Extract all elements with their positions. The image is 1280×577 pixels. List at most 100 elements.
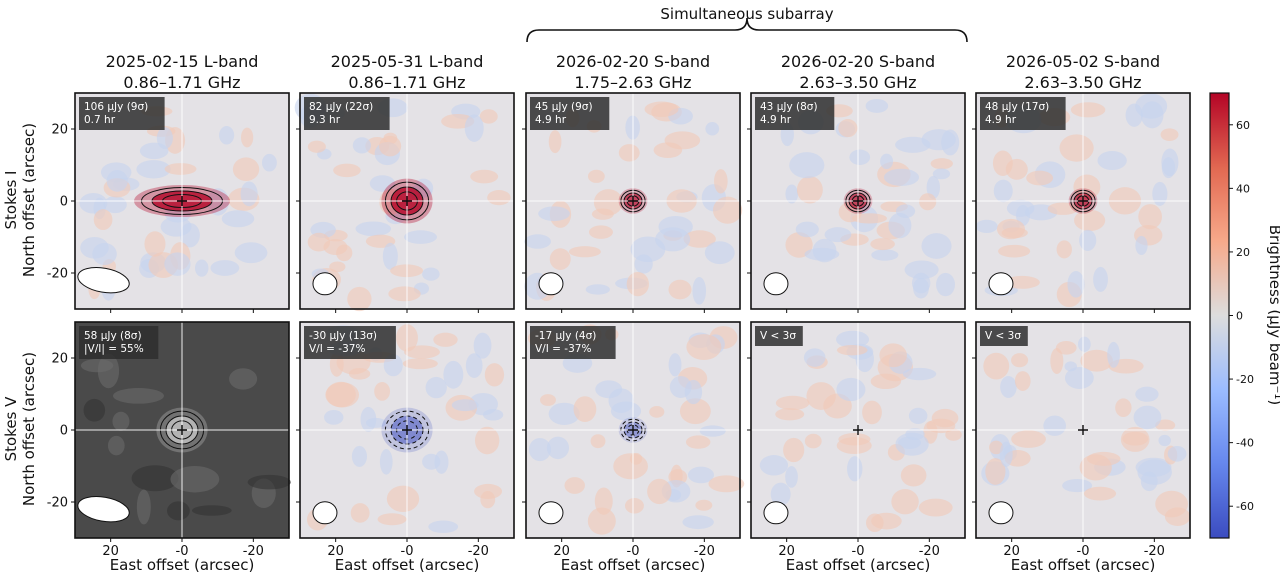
colorbar-tick-label: 40 [1236, 182, 1250, 195]
column-title-freq: 2.63–3.50 GHz [799, 73, 916, 92]
noise-blob [975, 219, 998, 233]
noise-blob [926, 175, 940, 199]
noise-blob [425, 376, 447, 399]
noise-blob [838, 432, 871, 446]
noise-blob [649, 405, 665, 418]
beam-ellipse [312, 272, 338, 296]
noise-blob [996, 218, 1025, 240]
noise-blob [704, 241, 735, 265]
noise-blob [564, 477, 585, 494]
noise-blob [918, 498, 953, 517]
noise-blob [1152, 181, 1168, 206]
beam-ellipse [763, 501, 789, 525]
source-marker [402, 196, 412, 206]
beam-ellipse [538, 501, 564, 525]
noise-blob [136, 489, 151, 525]
noise-blob [587, 169, 605, 183]
noise-blob [382, 242, 398, 270]
noise-blob [307, 232, 331, 252]
x-tick-label: -20 [243, 544, 264, 559]
noise-blob [422, 453, 441, 470]
annotation-flux: 43 μJy (8σ) [760, 101, 818, 113]
noise-blob [1014, 371, 1031, 391]
noise-blob [708, 475, 745, 493]
noise-blob [634, 254, 653, 274]
annotation-flux: V < 3σ [985, 330, 1021, 342]
noise-blob [113, 388, 164, 404]
column-title-4: 2026-02-20 S-band 2.63–3.50 GHz [781, 52, 935, 92]
noise-blob [388, 286, 421, 302]
noise-blob [1070, 102, 1106, 118]
y-tick-label: 0 [60, 424, 68, 439]
noise-blob [594, 487, 613, 515]
noise-blob [905, 428, 925, 441]
colorbar-tick-label: -20 [1236, 373, 1254, 386]
noise-blob [993, 179, 1013, 203]
noise-blob [229, 368, 258, 390]
beam-ellipse [988, 501, 1014, 525]
noise-blob [900, 464, 927, 487]
noise-blob [107, 435, 125, 456]
noise-blob [1115, 398, 1132, 418]
panel-r1-c3: 45 μJy (9σ)4.9 hr [522, 92, 743, 313]
noise-blob [1140, 101, 1164, 129]
noise-blob [1138, 204, 1162, 230]
noise-blob [548, 402, 580, 425]
noise-blob [883, 168, 920, 186]
noise-blob [1135, 235, 1148, 256]
noise-blob [1011, 430, 1046, 448]
noise-blob [379, 135, 402, 157]
group-bracket [526, 17, 968, 43]
noise-blob [945, 428, 962, 441]
noise-blob [613, 453, 648, 480]
noise-blob [803, 348, 826, 367]
noise-blob [795, 221, 819, 238]
noise-blob [479, 109, 498, 124]
noise-blob [865, 98, 889, 113]
noise-blob [770, 482, 791, 506]
x-tick-label: 20 [553, 544, 570, 559]
noise-blob [644, 101, 679, 117]
noise-blob [474, 426, 500, 455]
noise-blob [83, 398, 106, 422]
x-axis-label: East offset (arcsec) [335, 556, 480, 574]
annotation-flux: V < 3σ [760, 330, 796, 342]
annotation-note: 4.9 hr [985, 114, 1017, 126]
noise-blob [482, 409, 504, 421]
noise-blob [1083, 486, 1117, 501]
noise-blob [347, 286, 372, 312]
noise-blob [679, 398, 711, 425]
noise-blob [895, 204, 916, 218]
noise-blob [1133, 405, 1162, 430]
column-title-1: 2025-02-15 L-band 0.86–1.71 GHz [106, 52, 259, 92]
noise-blob [1059, 134, 1094, 162]
noise-blob [1080, 349, 1113, 372]
noise-blob [164, 163, 197, 175]
noise-blob [870, 238, 895, 251]
row-label-stokes-i-line2: North offset (arcsec) [20, 123, 38, 277]
noise-blob [1026, 170, 1054, 186]
noise-blob [1064, 366, 1094, 389]
beam-ellipse [763, 272, 789, 296]
annotation-box [755, 326, 803, 346]
noise-blob [921, 233, 952, 259]
noise-blob [207, 188, 229, 216]
noise-blob [999, 441, 1013, 467]
noise-blob [474, 483, 503, 499]
panels: 106 μJy (9σ)0.7 hr 20 0 -20 82 μJy (22σ)9.3 … [47, 92, 1191, 559]
noise-blob [428, 520, 459, 534]
noise-blob [913, 277, 929, 299]
colorbar-tick-label: 60 [1236, 119, 1250, 132]
source-marker [402, 425, 412, 435]
noise-blob [180, 222, 200, 248]
noise-blob [1011, 353, 1029, 368]
noise-blob [836, 330, 870, 349]
colorbar-tick-label: -60 [1236, 500, 1254, 513]
noise-blob [705, 122, 720, 136]
source-marker [628, 196, 638, 206]
noise-blob [712, 196, 743, 224]
noise-blob [167, 501, 190, 521]
noise-blob [219, 126, 235, 145]
noise-blob [1160, 128, 1179, 141]
